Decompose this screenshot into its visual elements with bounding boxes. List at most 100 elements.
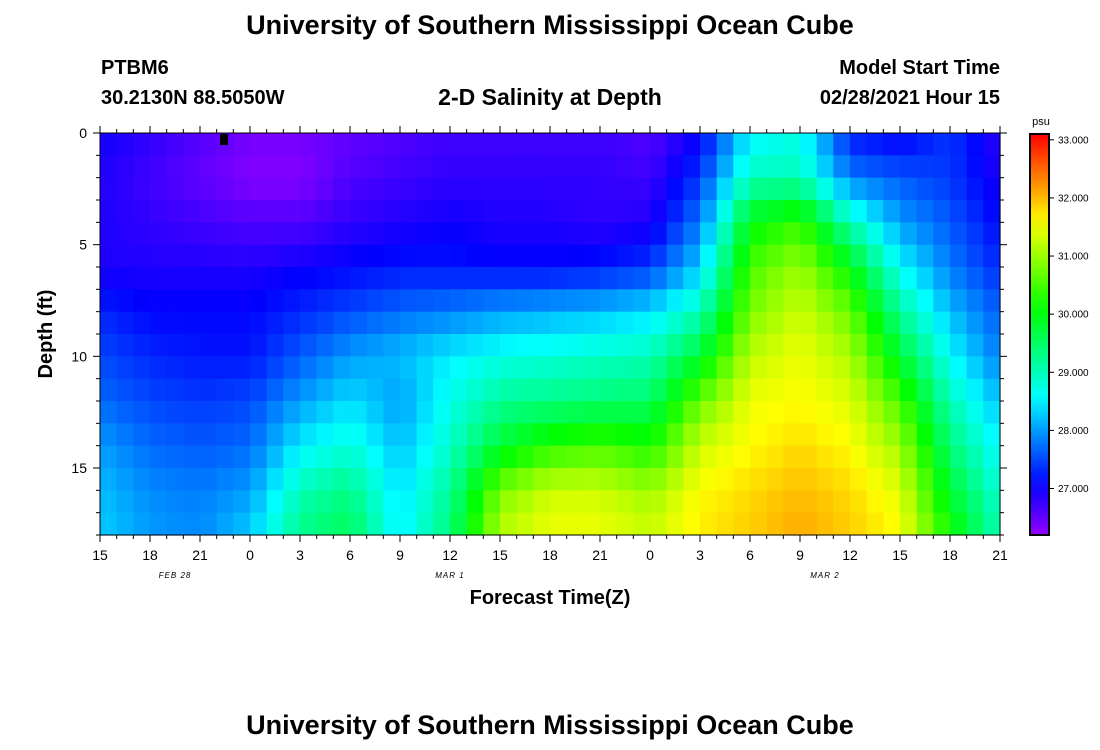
- heatmap-cell: [166, 155, 184, 179]
- heatmap-cell: [300, 267, 318, 290]
- heatmap-cell: [250, 267, 268, 290]
- y-tick-label: 15: [71, 460, 87, 476]
- heatmap-cell: [600, 423, 618, 447]
- heatmap-cell: [783, 244, 801, 268]
- heatmap-cell: [783, 222, 801, 246]
- heatmap-cell: [200, 133, 218, 156]
- heatmap-cell: [533, 155, 551, 179]
- heatmap-cell: [500, 267, 518, 290]
- heatmap-cell: [333, 512, 351, 536]
- heatmap-cell: [716, 177, 734, 201]
- heatmap-cell: [283, 222, 301, 246]
- heatmap-cell: [333, 468, 351, 491]
- heatmap-cell: [900, 512, 918, 536]
- x-tick-label: 3: [696, 547, 704, 563]
- heatmap-cell: [150, 445, 168, 469]
- heatmap-cell: [850, 311, 868, 335]
- heatmap-cell: [550, 490, 568, 514]
- heatmap-cell: [733, 155, 751, 179]
- heatmap-cell: [366, 423, 384, 447]
- heatmap-cell: [566, 334, 584, 357]
- colorbar-tick-label: 33.000: [1058, 135, 1089, 146]
- heatmap-cell: [916, 445, 934, 469]
- heatmap-cell: [383, 423, 401, 447]
- colorbar-tick-label: 30.000: [1058, 310, 1089, 321]
- heatmap-cell: [766, 200, 784, 223]
- heatmap-cell: [666, 222, 684, 246]
- heatmap-cell: [583, 334, 601, 357]
- heatmap-cell: [233, 244, 251, 268]
- heatmap-cell: [200, 445, 218, 469]
- heatmap-cell: [283, 423, 301, 447]
- heatmap-cell: [250, 177, 268, 201]
- heatmap-cell: [800, 155, 818, 179]
- heatmap-cell: [483, 490, 501, 514]
- heatmap-cell: [366, 289, 384, 313]
- heatmap-cell: [583, 356, 601, 380]
- heatmap-cell: [700, 222, 718, 246]
- heatmap-cell: [466, 133, 484, 156]
- heatmap-cell: [166, 378, 184, 402]
- heatmap-cell: [950, 401, 968, 424]
- heatmap-cell: [716, 200, 734, 223]
- heatmap-cell: [716, 378, 734, 402]
- heatmap-cell: [750, 289, 768, 313]
- heatmap-cell: [333, 222, 351, 246]
- heatmap-cell: [833, 177, 851, 201]
- heatmap-cell: [650, 334, 668, 357]
- heatmap-cell: [716, 490, 734, 514]
- heatmap-cell: [466, 311, 484, 335]
- heatmap-cell: [900, 155, 918, 179]
- heatmap-cell: [866, 490, 884, 514]
- heatmap-cell: [416, 267, 434, 290]
- heatmap-cell: [883, 200, 901, 223]
- heatmap-cell: [883, 155, 901, 179]
- colorbar-tick-label: 28.000: [1058, 426, 1089, 437]
- heatmap-cell: [133, 222, 151, 246]
- heatmap-cell: [183, 468, 201, 491]
- heatmap-cell: [633, 401, 651, 424]
- heatmap-cell: [500, 512, 518, 536]
- heatmap-cell: [566, 356, 584, 380]
- heatmap-cell: [916, 334, 934, 357]
- heatmap-cell: [983, 423, 1001, 447]
- heatmap-cell: [716, 401, 734, 424]
- heatmap-cell: [866, 423, 884, 447]
- heatmap-cell: [466, 244, 484, 268]
- heatmap-cell: [100, 222, 118, 246]
- heatmap-cell: [583, 155, 601, 179]
- heatmap-cell: [233, 334, 251, 357]
- plot-title: 2-D Salinity at Depth: [438, 84, 662, 110]
- heatmap-cell: [816, 468, 834, 491]
- heatmap-cell: [533, 311, 551, 335]
- y-tick-label: 10: [71, 348, 87, 364]
- heatmap-cell: [900, 490, 918, 514]
- heatmap-cell: [216, 155, 234, 179]
- heatmap-cell: [350, 222, 368, 246]
- heatmap-cell: [683, 334, 701, 357]
- heatmap-cell: [633, 512, 651, 536]
- heatmap-cell: [100, 311, 118, 335]
- heatmap-cell: [583, 423, 601, 447]
- heatmap-cell: [983, 378, 1001, 402]
- heatmap-cell: [783, 445, 801, 469]
- heatmap-cell: [966, 401, 984, 424]
- heatmap-cell: [666, 133, 684, 156]
- heatmap-cell: [700, 356, 718, 380]
- heatmap-cell: [333, 244, 351, 268]
- heatmap-cell: [666, 445, 684, 469]
- heatmap-cell: [700, 244, 718, 268]
- heatmap-cell: [850, 177, 868, 201]
- heatmap-cell: [900, 334, 918, 357]
- heatmap-cell: [700, 378, 718, 402]
- heatmap-cell: [166, 445, 184, 469]
- heatmap-cell: [266, 244, 284, 268]
- heatmap-cell: [400, 356, 418, 380]
- heatmap-cell: [350, 334, 368, 357]
- heatmap-cell: [300, 468, 318, 491]
- heatmap-cell: [550, 512, 568, 536]
- heatmap-cell: [200, 512, 218, 536]
- heatmap-cell: [650, 244, 668, 268]
- heatmap-cell: [833, 468, 851, 491]
- heatmap-cell: [883, 468, 901, 491]
